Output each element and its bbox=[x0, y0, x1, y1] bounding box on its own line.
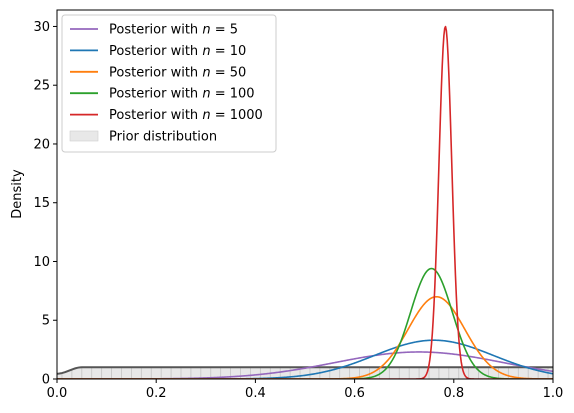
legend-box bbox=[61, 14, 277, 153]
y-axis: 0 5 10 15 20 25 30 bbox=[33, 20, 57, 388]
y-tick-label: 30 bbox=[33, 20, 50, 35]
legend-label: Posterior with n = 10 bbox=[109, 44, 246, 59]
y-tick-label: 5 bbox=[42, 314, 50, 329]
posterior-line-n100 bbox=[57, 267, 553, 379]
prior-line bbox=[57, 366, 553, 375]
y-tick-label: 15 bbox=[33, 196, 50, 211]
x-tick-label: 0.2 bbox=[146, 386, 167, 401]
plot-frame bbox=[56, 9, 554, 380]
x-tick-label: 0.4 bbox=[245, 386, 266, 401]
y-tick-label: 0 bbox=[42, 373, 50, 388]
x-tick-label: 1.0 bbox=[543, 386, 564, 401]
posterior-line-n50 bbox=[57, 295, 553, 379]
y-tick-label: 10 bbox=[33, 255, 50, 270]
legend-label: Posterior with n = 50 bbox=[109, 65, 246, 80]
x-tick-label: 0.6 bbox=[344, 386, 365, 401]
legend-swatch-prior bbox=[69, 130, 99, 142]
posterior-line-n10 bbox=[57, 339, 553, 379]
legend: Posterior with n = 5 Posterior with n = 1… bbox=[61, 14, 277, 153]
y-tick-label: 25 bbox=[33, 79, 50, 94]
x-tick-label: 0.0 bbox=[47, 386, 68, 401]
y-axis-label: Density bbox=[10, 169, 25, 219]
x-axis: 0.0 0.2 0.4 0.6 0.8 1.0 bbox=[47, 379, 564, 401]
legend-label: Posterior with n = 1000 bbox=[109, 108, 263, 123]
legend-label-prior: Prior distribution bbox=[109, 130, 217, 145]
x-tick-label: 0.8 bbox=[443, 386, 464, 401]
legend-label: Posterior with n = 5 bbox=[109, 23, 238, 38]
prior-hatching bbox=[61, 367, 549, 379]
y-tick-label: 20 bbox=[33, 137, 50, 152]
legend-label: Posterior with n = 100 bbox=[109, 87, 255, 102]
prior-layer bbox=[57, 366, 553, 379]
